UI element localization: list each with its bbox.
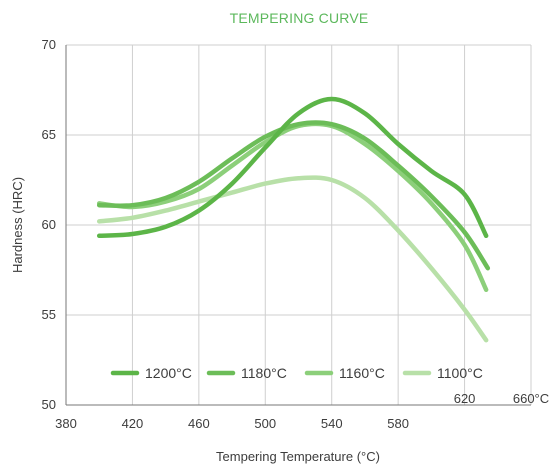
x-tick-label: 460 <box>188 416 210 431</box>
y-tick-label: 65 <box>42 127 56 142</box>
x-tick-label: 380 <box>55 416 77 431</box>
y-tick-label: 55 <box>42 307 56 322</box>
tick-labels: 50 55 60 65 70 380 420 460 500 540 580 620 660°C <box>42 37 550 431</box>
x-tick-label: 540 <box>321 416 343 431</box>
legend-label: 1160°C <box>339 365 385 381</box>
x-tick-label: 500 <box>254 416 276 431</box>
x-axis-label: Tempering Temperature (°C) <box>216 449 380 464</box>
y-tick-label: 70 <box>42 37 56 52</box>
series-lines <box>96 96 491 343</box>
chart-title: TEMPERING CURVE <box>230 10 369 26</box>
series-line-1100 <box>96 175 489 343</box>
legend: 1200°C 1180°C 1160°C 1100°C <box>110 365 483 381</box>
x-tick-label: 620 <box>454 391 476 406</box>
x-tick-label: 580 <box>387 416 409 431</box>
x-tick-label: 660°C <box>513 391 549 406</box>
x-tick-label: 420 <box>122 416 144 431</box>
series-line-1200 <box>96 96 489 239</box>
axes <box>65 45 531 406</box>
series-line-1180 <box>96 120 491 271</box>
legend-label: 1180°C <box>241 365 287 381</box>
grid <box>66 44 532 405</box>
y-tick-label: 60 <box>42 217 56 232</box>
legend-label: 1200°C <box>145 365 192 381</box>
y-axis-label: Hardness (HRC) <box>10 177 25 273</box>
y-tick-label: 50 <box>42 397 56 412</box>
legend-label: 1100°C <box>437 365 483 381</box>
